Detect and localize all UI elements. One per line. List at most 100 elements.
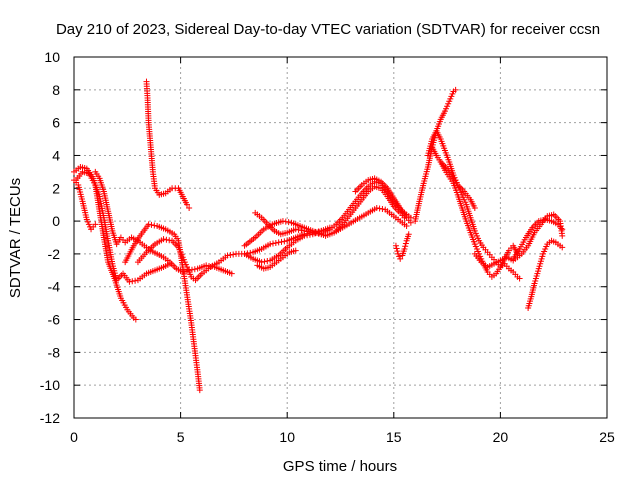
data-point-interp [201, 265, 212, 275]
data-point-interp [360, 190, 370, 201]
data-point-interp [456, 183, 466, 193]
data-point [309, 229, 316, 236]
data-point-interp [222, 268, 233, 276]
y-tick-label: 0 [52, 213, 60, 229]
data-point-interp [278, 238, 288, 245]
data-point-interp [354, 183, 364, 193]
data-point-interp [256, 263, 265, 271]
data-point-interp [334, 216, 345, 226]
data-point-interp [269, 239, 279, 247]
data-point-interp [153, 187, 161, 196]
y-tick-label: -8 [48, 344, 61, 360]
data-point-interp [350, 216, 361, 225]
data-point-interp [172, 233, 181, 242]
data-point-interp [459, 207, 469, 222]
data-point-interp [358, 211, 370, 220]
data-point-interp [147, 146, 156, 173]
data-point-interp [341, 208, 351, 219]
data-point-interp [430, 129, 439, 140]
data-point-interp [243, 252, 254, 261]
data-point-interp [533, 223, 543, 234]
data-point-interp [304, 228, 313, 236]
data-point-interp [341, 215, 351, 226]
data-point-interp [144, 97, 152, 124]
data-point-interp [443, 169, 451, 178]
data-point [267, 241, 274, 248]
data-point-interp [494, 266, 502, 275]
data-point [397, 255, 404, 262]
x-tick-label: 10 [279, 429, 295, 445]
data-point-interp [145, 268, 156, 276]
data-point-interp [341, 220, 353, 230]
data-point [292, 247, 299, 254]
data-point [401, 245, 408, 252]
data-point-interp [544, 216, 553, 224]
data-point-interp [463, 203, 473, 219]
data-point-interp [261, 258, 271, 265]
data-point-interp [154, 264, 165, 273]
data-point-interp [299, 223, 310, 232]
data-point [186, 204, 193, 211]
data-point [471, 204, 478, 211]
data-point-interp [137, 272, 148, 282]
data-point-interp [550, 219, 559, 227]
data-point-interp [137, 239, 146, 248]
data-point-interp [438, 110, 447, 121]
data-point-interp [252, 256, 263, 265]
data-point-interp [451, 174, 460, 186]
data-point-interp [286, 239, 297, 249]
data-point-interp [275, 255, 284, 264]
data-point-interp [455, 194, 465, 209]
data-point-interp [536, 253, 546, 270]
data-point-interp [81, 169, 90, 176]
data-point-interp [87, 172, 98, 186]
data-point-interp [320, 227, 331, 236]
data-point-interp [194, 272, 204, 282]
data-point-interp [367, 175, 376, 183]
data-point-interp [184, 294, 194, 324]
data-point-interp [213, 264, 225, 273]
data-point-interp [115, 272, 125, 282]
data-point-interp [505, 255, 515, 263]
x-tick-label: 25 [599, 429, 615, 445]
data-point-interp [266, 223, 276, 233]
data-point-interp [468, 198, 477, 209]
data-point-interp [367, 180, 376, 188]
data-point-interp [180, 266, 190, 296]
data-point-interp [373, 184, 382, 191]
data-point-interp [170, 239, 180, 249]
data-point-interp [138, 223, 151, 237]
data-point-interp [206, 262, 215, 270]
data-point-interp [524, 226, 535, 239]
data-point [452, 86, 459, 93]
data-point [145, 221, 152, 228]
data-point-interp [282, 250, 291, 259]
data-point-interp [295, 226, 305, 234]
data-point-interp [532, 268, 542, 284]
data-point-interp [402, 240, 409, 250]
data-point-interp [277, 245, 289, 257]
data-point-interp [354, 192, 364, 203]
y-tick-label: -10 [40, 377, 60, 393]
data-point-interp [425, 138, 435, 157]
data-point-interp [334, 223, 345, 233]
data-point-interp [472, 243, 482, 255]
data-point-interp [398, 206, 409, 219]
data-point-interp [282, 218, 292, 226]
data-point-interp [119, 297, 130, 311]
data-point-interp [468, 231, 477, 245]
data-point-interp [446, 161, 456, 176]
data-point-interp [162, 255, 171, 264]
data-point [126, 278, 133, 285]
y-tick-label: 10 [44, 49, 60, 65]
y-tick-label: 8 [52, 82, 60, 98]
data-point-interp [131, 234, 142, 247]
data-point-interp [379, 180, 389, 190]
data-point-interp [498, 257, 507, 268]
data-point-interp [260, 216, 270, 226]
data-point-interp [473, 252, 483, 264]
series-arc-22 [518, 211, 566, 257]
data-point-interp [486, 261, 495, 269]
data-point-interp [520, 244, 530, 255]
